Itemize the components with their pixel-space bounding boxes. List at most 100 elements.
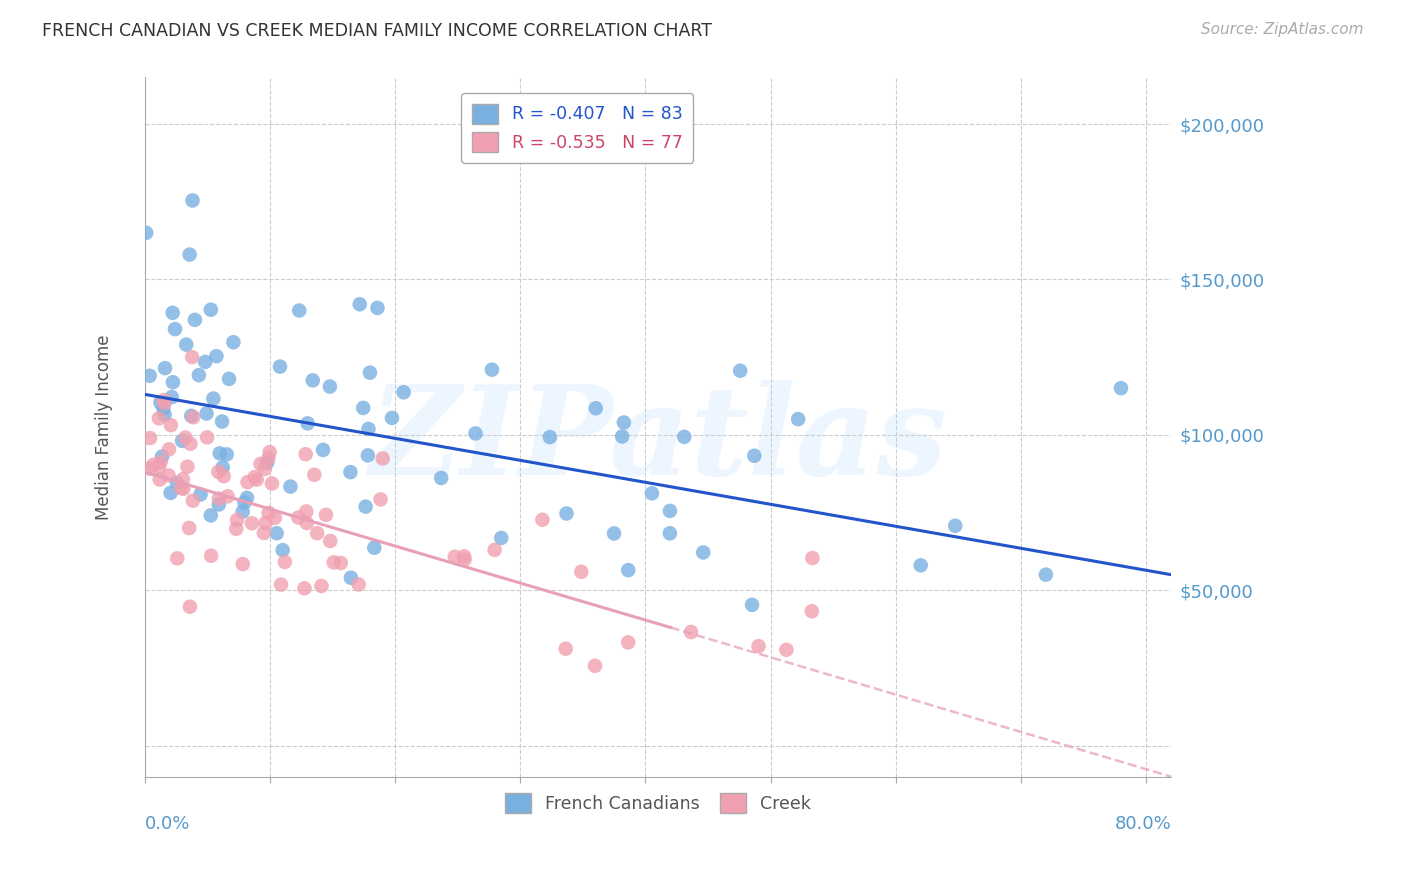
Point [190,487,212,501]
Point [269,359,291,374]
Point [443,549,465,564]
Point [205,349,228,363]
Point [211,460,233,475]
Point [742,449,765,463]
Point [748,639,770,653]
Point [225,522,247,536]
Point [162,306,184,320]
Point [1035,567,1057,582]
Point [329,556,352,570]
Point [297,417,319,431]
Point [679,625,702,640]
Point [148,459,170,474]
Point [280,479,302,493]
Point [253,525,276,540]
Point [180,409,202,423]
Point [453,552,475,566]
Point [218,372,240,386]
Point [1109,381,1132,395]
Point [585,401,607,416]
Point [163,322,186,336]
Point [153,408,176,422]
Point [352,401,374,415]
Point [174,431,197,445]
Point [194,355,217,369]
Point [195,407,218,421]
Point [179,436,201,450]
Point [208,498,231,512]
Point [692,545,714,559]
Point [246,473,269,487]
Point [392,385,415,400]
Point [312,442,335,457]
Point [166,475,188,490]
Point [453,549,475,564]
Point [531,513,554,527]
Point [159,486,181,500]
Point [610,429,633,443]
Point [800,604,823,618]
Point [357,449,380,463]
Point [910,558,932,573]
Point [142,458,165,472]
Point [775,642,797,657]
Point [148,411,170,425]
Point [160,418,183,433]
Point [322,555,344,569]
Point [153,393,176,408]
Point [259,445,281,459]
Point [181,493,204,508]
Point [200,508,222,523]
Point [226,513,249,527]
Point [315,508,337,522]
Point [170,481,193,495]
Point [260,476,283,491]
Point [801,551,824,566]
Point [555,507,578,521]
Point [139,431,162,445]
Text: 80.0%: 80.0% [1114,815,1171,833]
Point [307,526,329,541]
Point [232,505,254,519]
Point [202,392,225,406]
Point [319,379,342,393]
Point [243,470,266,484]
Point [211,415,233,429]
Point [232,557,254,571]
Point [370,492,392,507]
Point [207,465,229,479]
Point [135,226,157,240]
Point [172,434,194,448]
Point [138,368,160,383]
Point [319,533,342,548]
Point [491,531,513,545]
Point [295,516,318,530]
Point [366,301,388,315]
Point [304,467,326,482]
Point [212,469,235,483]
Point [200,302,222,317]
Point [184,313,207,327]
Point [162,376,184,390]
Point [266,526,288,541]
Point [658,526,681,541]
Point [340,571,363,585]
Point [263,510,285,524]
Point [658,504,681,518]
Point [150,450,173,464]
Point [157,442,180,457]
Point [215,447,238,461]
Point [257,506,280,520]
Text: 0.0%: 0.0% [145,815,190,833]
Point [236,475,259,490]
Point [181,350,204,364]
Point [208,491,231,506]
Point [160,390,183,404]
Point [287,510,309,524]
Point [363,541,385,555]
Point [253,462,276,476]
Point [554,641,576,656]
Text: FRENCH CANADIAN VS CREEK MEDIAN FAMILY INCOME CORRELATION CHART: FRENCH CANADIAN VS CREEK MEDIAN FAMILY I… [42,22,713,40]
Point [249,457,271,471]
Point [295,504,318,518]
